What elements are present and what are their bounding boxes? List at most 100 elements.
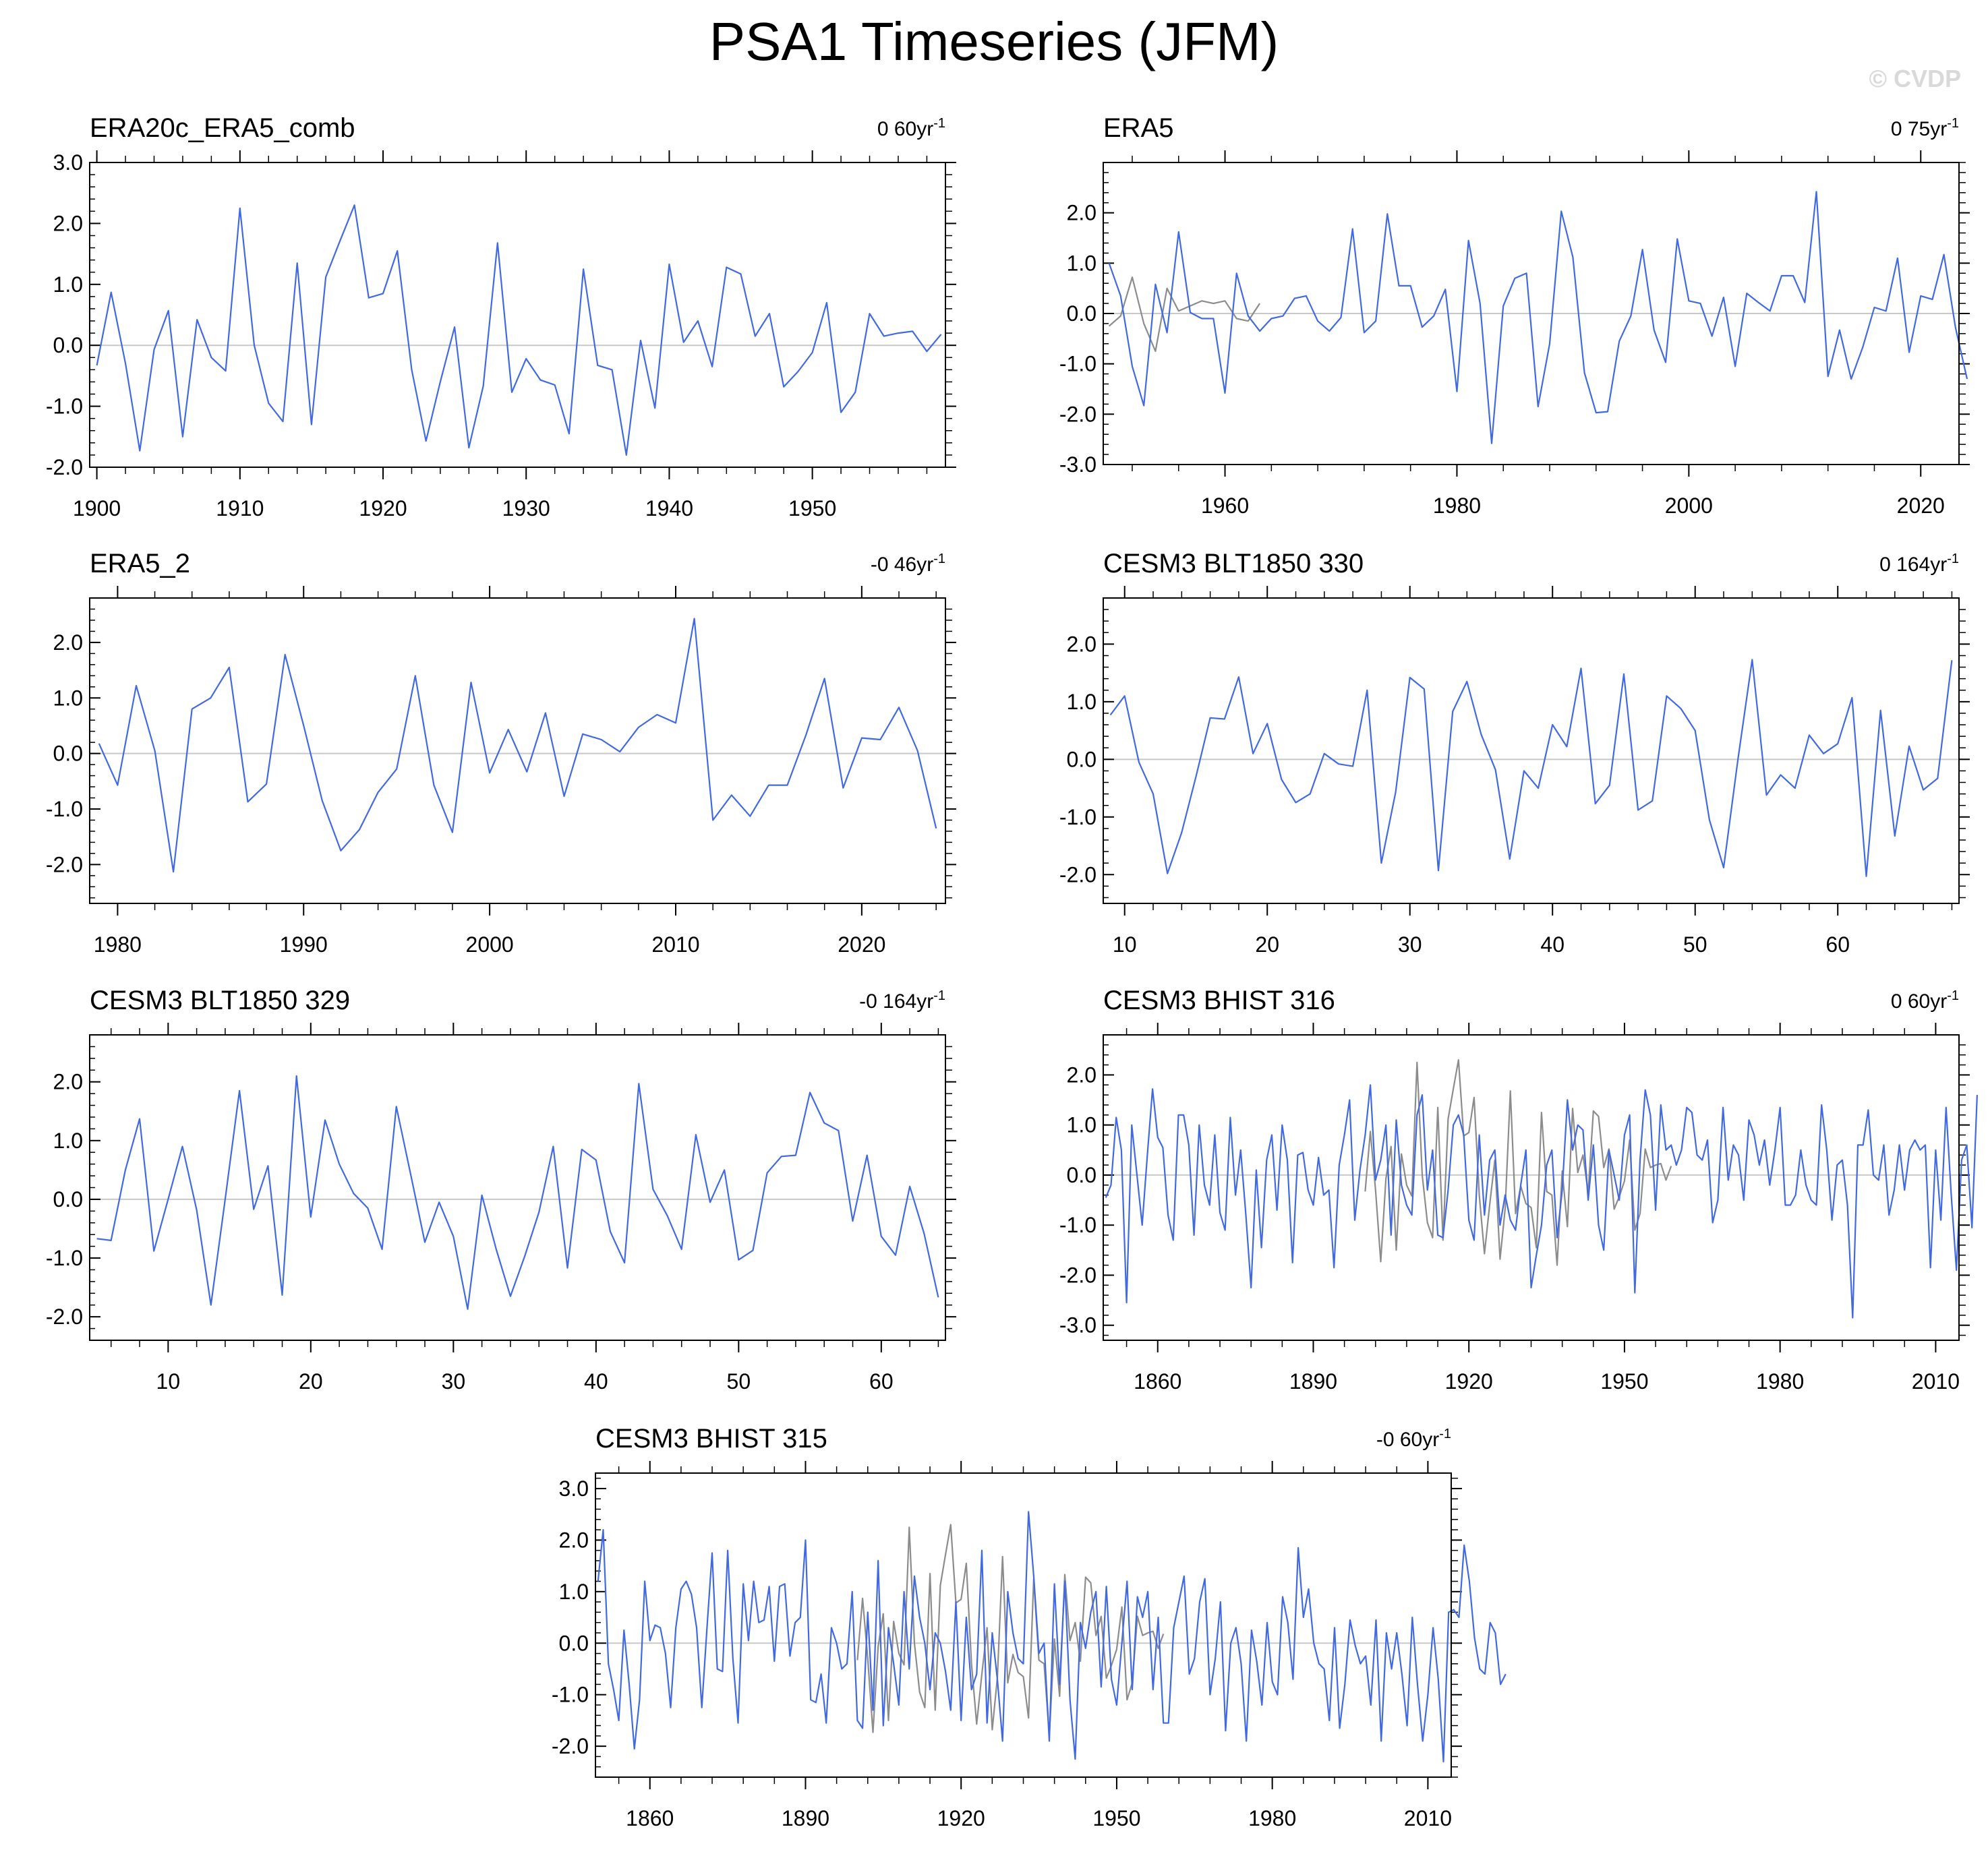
x-tick-label: 1920 (1445, 1369, 1493, 1394)
y-tick-label: -2.0 (1059, 402, 1097, 426)
panel-bhist315: CESM3 BHIST 315 -0 60yr-1 3.0 2.0 1.0 0.0 -1.0… (552, 1424, 1507, 1830)
panel-era20c: ERA20c_ERA5_comb 0 60yr-1 3.0 2.0 1.0 0.0 -1.0… (46, 113, 956, 520)
y-tick-label: 2.0 (53, 630, 83, 655)
panel-bhist316: CESM3 BHIST 316 0 60yr-1 2.0 1.0 0.0 -1.0 -2.0… (1059, 986, 1978, 1394)
x-tick-label: 50 (1683, 932, 1707, 957)
plot-frame (1103, 597, 1960, 904)
plot-frame (89, 1034, 946, 1341)
y-tick-label: 0.0 (53, 333, 83, 357)
x-tick-label: 1890 (782, 1806, 829, 1830)
y-tick-label: 0.0 (1067, 301, 1097, 326)
y-tick-label: 0.0 (53, 1187, 83, 1212)
x-tick-label: 1950 (1600, 1369, 1648, 1394)
y-tick-label: -1.0 (552, 1683, 589, 1707)
x-tick-label: 2000 (1665, 494, 1713, 518)
x-tick-label: 2000 (466, 932, 514, 957)
y-tick-label: -2.0 (552, 1734, 589, 1758)
x-tick-label: 20 (299, 1369, 323, 1394)
y-tick-label: 0.0 (1067, 1163, 1097, 1187)
x-tick-label: 2010 (1912, 1369, 1960, 1394)
x-tick-label: 2020 (838, 932, 885, 957)
x-tick-label: 1950 (1092, 1806, 1140, 1830)
trend-label: 0 60yr-1 (877, 116, 945, 140)
y-tick-label: 1.0 (53, 272, 83, 297)
x-tick-label: 1980 (1433, 494, 1481, 518)
panel-era5_2: ERA5_2 -0 46yr-1 2.0 1.0 0.0 -1.0 -2.0 1980 1990… (46, 549, 956, 957)
x-tick-label: 40 (584, 1369, 608, 1394)
plot-frame (1103, 162, 1960, 465)
y-tick-label: 2.0 (559, 1528, 589, 1552)
y-tick-label: -1.0 (46, 1246, 83, 1270)
y-tick-label: 3.0 (559, 1476, 589, 1501)
series-line-psa1 (96, 1075, 939, 1310)
y-tick-label: -2.0 (1059, 862, 1097, 887)
y-tick-label: 0.0 (53, 742, 83, 766)
x-tick-label: 1860 (626, 1806, 674, 1830)
series-line-era20c-obs (1364, 1058, 1672, 1266)
series-line-era20c-obs (856, 1524, 1165, 1737)
panel-era5: ERA5 0 75yr-1 2.0 1.0 0.0 -1.0 -2.0 -3.0 1960 198… (1059, 113, 1970, 518)
y-tick-label: -3.0 (1059, 1313, 1097, 1338)
x-tick-label: 1980 (1756, 1369, 1804, 1394)
x-tick-label: 20 (1255, 932, 1279, 957)
y-tick-label: -3.0 (1059, 452, 1097, 477)
plot-frame (1103, 1034, 1960, 1341)
y-tick-label: -2.0 (46, 455, 83, 479)
y-tick-label: 2.0 (53, 1070, 83, 1094)
series-line-psa1 (597, 1511, 1507, 1763)
y-tick-label: -1.0 (46, 394, 83, 419)
plot-frame (89, 162, 946, 468)
x-tick-label: 10 (1113, 932, 1137, 957)
panel-title: CESM3 BHIST 315 (595, 1424, 827, 1454)
y-tick-label: 1.0 (53, 686, 83, 710)
y-tick-label: -1.0 (46, 797, 83, 821)
y-tick-label: 1.0 (559, 1580, 589, 1604)
y-tick-label: 1.0 (53, 1129, 83, 1153)
trend-label: -0 46yr-1 (871, 551, 945, 576)
y-tick-label: -1.0 (1059, 1213, 1097, 1237)
x-tick-label: 1950 (788, 496, 836, 520)
panel-blt330: CESM3 BLT1850 330 0 164yr-1 2.0 1.0 0.0 -1.0 -… (1059, 549, 1970, 957)
trend-label: 0 164yr-1 (1879, 551, 1959, 576)
panel-blt329: CESM3 BLT1850 329 -0 164yr-1 2.0 1.0 0.0 -1.0… (46, 986, 956, 1394)
y-tick-label: -2.0 (1059, 1263, 1097, 1287)
y-tick-label: 2.0 (1067, 201, 1097, 225)
y-tick-label: 3.0 (53, 150, 83, 175)
y-tick-label: 1.0 (1067, 251, 1097, 275)
plot-frame (89, 597, 946, 904)
y-tick-label: -2.0 (46, 852, 83, 876)
plot-frame (595, 1472, 1452, 1778)
x-tick-label: 60 (1825, 932, 1850, 957)
x-tick-label: 1990 (280, 932, 328, 957)
x-tick-label: 30 (442, 1369, 466, 1394)
x-tick-label: 40 (1540, 932, 1565, 957)
panel-title: ERA5_2 (90, 549, 190, 578)
x-tick-label: 1910 (216, 496, 264, 520)
y-tick-label: 1.0 (1067, 690, 1097, 714)
x-tick-label: 1920 (359, 496, 407, 520)
x-tick-label: 1980 (94, 932, 142, 957)
series-line-psa1 (1108, 191, 1968, 444)
x-tick-label: 1930 (502, 496, 550, 520)
x-tick-label: 1860 (1134, 1369, 1181, 1394)
series-line-era20c-obs (1108, 276, 1261, 353)
x-tick-label: 1920 (937, 1806, 985, 1830)
panel-title: ERA5 (1103, 113, 1174, 143)
y-tick-label: 2.0 (53, 211, 83, 235)
series-line-psa1 (1109, 659, 1953, 877)
x-tick-label: 1940 (645, 496, 693, 520)
page-title: PSA1 Timeseries (JFM) (709, 11, 1279, 71)
watermark: © CVDP (1869, 65, 1961, 92)
y-tick-label: 1.0 (1067, 1113, 1097, 1137)
panel-title: ERA20c_ERA5_comb (90, 113, 355, 143)
y-tick-label: 0.0 (1067, 747, 1097, 771)
x-tick-label: 1890 (1289, 1369, 1337, 1394)
trend-label: -0 164yr-1 (859, 988, 945, 1013)
x-tick-label: 10 (156, 1369, 181, 1394)
x-tick-label: 2010 (651, 932, 699, 957)
x-tick-label: 1900 (73, 496, 121, 520)
x-tick-label: 2020 (1897, 494, 1945, 518)
series-line-psa1 (98, 618, 937, 873)
x-tick-label: 1960 (1201, 494, 1249, 518)
